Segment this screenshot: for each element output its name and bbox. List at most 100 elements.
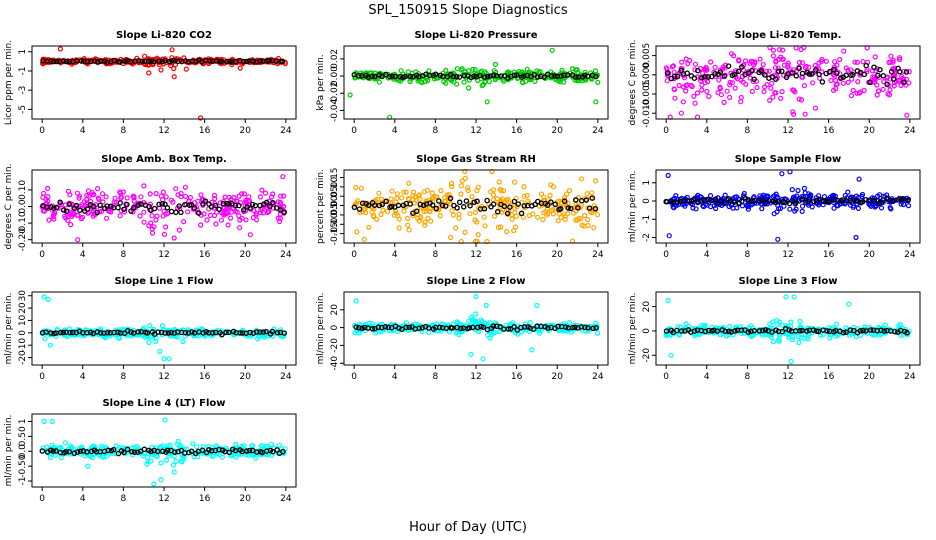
panel-ylabel: ml/min per min. xyxy=(628,171,638,243)
data-point xyxy=(712,64,718,71)
outlier-point xyxy=(41,294,47,300)
outlier-point xyxy=(666,233,672,239)
data-point xyxy=(779,47,786,53)
data-point xyxy=(818,58,825,65)
x-tick-label: 16 xyxy=(823,250,835,260)
data-point xyxy=(771,211,777,217)
mean-point xyxy=(779,68,785,75)
mean-point xyxy=(212,202,219,209)
data-point xyxy=(459,178,465,184)
mean-point xyxy=(110,446,117,453)
data-point xyxy=(443,67,449,74)
outlier-point xyxy=(280,174,286,180)
data-point xyxy=(830,87,837,94)
data-point xyxy=(898,82,904,89)
mean-point xyxy=(731,199,738,205)
data-point xyxy=(354,229,360,235)
mean-point xyxy=(871,64,877,70)
mean-point xyxy=(722,328,729,334)
mean-point xyxy=(402,73,408,80)
mean-point xyxy=(48,330,54,336)
y-tick-label: -5 xyxy=(18,105,28,114)
data-point xyxy=(44,185,51,191)
mean-point xyxy=(382,324,389,330)
mean-point xyxy=(593,325,599,331)
x-tick-label: 16 xyxy=(199,494,211,504)
panel-7: Slope Line 1 Flow ml/min per min. 0 4 8 12 16 2… xyxy=(4,276,297,382)
mean-point xyxy=(717,69,724,75)
x-tick-label: 8 xyxy=(745,126,751,136)
data-point xyxy=(137,213,143,219)
data-point xyxy=(353,184,359,191)
data-point xyxy=(175,438,181,444)
mean-point xyxy=(365,325,371,331)
data-point xyxy=(887,87,893,93)
outlier-point xyxy=(783,294,789,300)
data-point xyxy=(777,333,783,340)
data-point xyxy=(262,190,269,196)
mean-point xyxy=(867,327,874,333)
mean-point xyxy=(759,197,765,203)
data-point xyxy=(370,213,376,219)
data-point xyxy=(63,215,69,221)
data-point xyxy=(888,53,894,59)
panel-ylabel: ml/min per min. xyxy=(316,293,326,365)
mean-point xyxy=(356,206,363,212)
mean-point xyxy=(684,70,690,76)
mean-point xyxy=(249,201,256,208)
data-point xyxy=(833,82,839,88)
data-point xyxy=(181,455,187,461)
mean-point xyxy=(447,195,454,202)
data-point xyxy=(706,93,712,100)
data-point xyxy=(403,189,409,195)
mean-point xyxy=(565,205,571,211)
mean-point xyxy=(77,207,83,213)
mean-point xyxy=(259,449,265,456)
mean-point xyxy=(274,447,280,453)
x-axis: 0 4 8 12 16 20 24 xyxy=(39,365,292,382)
data-point xyxy=(449,208,455,214)
mean-point xyxy=(239,330,246,336)
mean-point xyxy=(850,71,856,78)
mean-point xyxy=(355,72,362,79)
x-tick-label: 20 xyxy=(240,250,252,260)
data-point xyxy=(76,193,83,199)
data-point xyxy=(151,224,157,230)
data-point xyxy=(258,443,264,449)
mean-point xyxy=(131,204,137,211)
mean-point xyxy=(154,448,161,455)
data-point xyxy=(727,79,733,85)
data-point xyxy=(734,205,740,211)
mean-point xyxy=(521,324,528,330)
mean-point xyxy=(748,328,754,335)
data-point xyxy=(404,73,411,79)
mean-point xyxy=(837,75,844,81)
mean-point xyxy=(463,198,470,204)
x-tick-label: 8 xyxy=(121,494,127,504)
mean-point xyxy=(705,327,712,334)
data-point xyxy=(94,186,101,192)
data-point xyxy=(352,202,358,208)
data-point xyxy=(441,79,447,85)
data-point xyxy=(856,90,862,96)
mean-point xyxy=(739,64,745,70)
x-tick-label: 12 xyxy=(782,126,793,136)
data-point xyxy=(802,111,808,117)
outlier-point xyxy=(49,418,55,424)
data-point xyxy=(488,189,494,195)
data-point xyxy=(401,208,407,214)
mean-point xyxy=(202,198,209,204)
mean-point xyxy=(694,199,701,205)
data-point xyxy=(154,213,160,219)
mean-point xyxy=(558,206,564,212)
data-point xyxy=(767,321,773,327)
mean-point xyxy=(397,73,403,80)
data-point xyxy=(699,87,705,93)
data-point xyxy=(690,205,696,211)
data-point xyxy=(396,216,402,222)
data-point xyxy=(406,327,412,333)
mean-point xyxy=(226,449,233,456)
data-point xyxy=(161,231,168,237)
outlier-point xyxy=(41,418,47,424)
